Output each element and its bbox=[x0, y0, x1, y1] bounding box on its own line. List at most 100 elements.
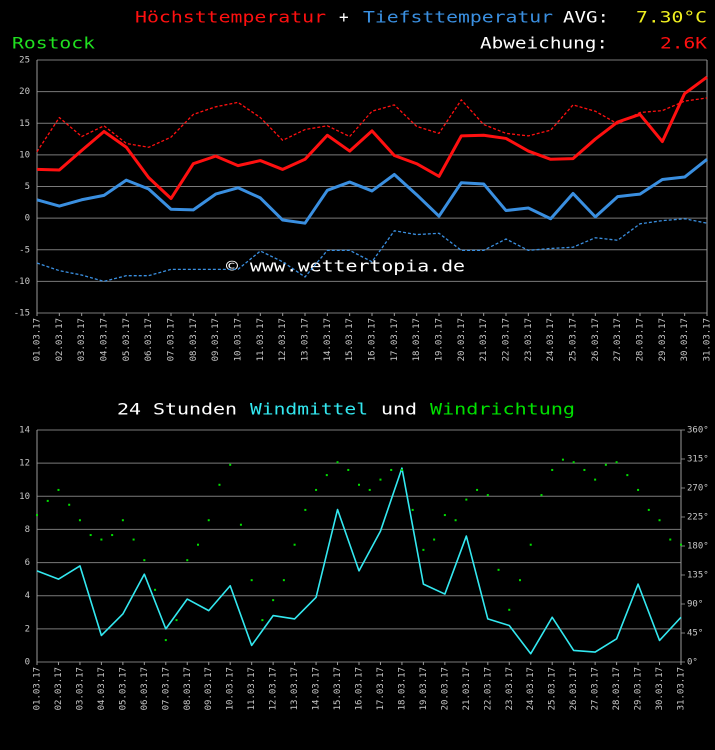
direction-dot bbox=[121, 519, 124, 522]
series-line bbox=[36, 75, 708, 201]
direction-dot bbox=[186, 559, 189, 562]
direction-dot bbox=[594, 478, 597, 481]
y-tick-label: 25 bbox=[19, 56, 30, 66]
direction-dot bbox=[261, 619, 264, 622]
x-tick-label: 05.03.17 bbox=[122, 318, 132, 361]
direction-dot bbox=[443, 514, 446, 517]
y2-tick-label: 180° bbox=[687, 542, 709, 552]
x-tick-label: 05.03.17 bbox=[118, 667, 128, 710]
x-tick-label: 27.03.17 bbox=[591, 667, 601, 710]
x-tick-label: 15.03.17 bbox=[345, 318, 355, 361]
legend-direction: Windrichtung bbox=[430, 400, 575, 419]
direction-dot bbox=[615, 461, 618, 464]
y-tick-label: 2 bbox=[25, 624, 30, 634]
y-tick-label: 0 bbox=[25, 658, 30, 668]
x-tick-label: 13.03.17 bbox=[290, 667, 300, 710]
x-tick-label: 29.03.17 bbox=[634, 667, 644, 710]
deviation-value: 2.6K bbox=[660, 34, 707, 53]
direction-dot bbox=[68, 503, 71, 506]
direction-dot bbox=[368, 488, 371, 491]
direction-dot bbox=[347, 468, 350, 471]
direction-dot bbox=[626, 474, 629, 477]
deviation-label: Abweichung: bbox=[480, 34, 608, 53]
direction-dot bbox=[379, 478, 382, 481]
y-tick-label: 4 bbox=[25, 591, 30, 601]
direction-dot bbox=[529, 543, 532, 546]
direction-dot bbox=[390, 468, 393, 471]
direction-dot bbox=[519, 579, 521, 582]
direction-dot bbox=[540, 494, 543, 497]
direction-dot bbox=[497, 568, 500, 571]
x-tick-label: 16.03.17 bbox=[355, 667, 365, 710]
direction-dot bbox=[250, 579, 253, 582]
x-tick-label: 30.03.17 bbox=[680, 318, 690, 361]
x-tick-label: 07.03.17 bbox=[167, 318, 177, 361]
x-tick-label: 26.03.17 bbox=[591, 318, 601, 361]
y2-tick-label: 90° bbox=[687, 600, 703, 610]
direction-dot bbox=[132, 538, 135, 541]
y2-tick-label: 270° bbox=[687, 484, 709, 494]
direction-dot bbox=[647, 508, 650, 511]
x-tick-label: 29.03.17 bbox=[658, 318, 668, 361]
chart-title: 24 Stunden bbox=[117, 400, 237, 419]
y-tick-label: 14 bbox=[19, 426, 30, 436]
x-tick-label: 10.03.17 bbox=[226, 667, 236, 710]
x-tick-label: 06.03.17 bbox=[140, 667, 150, 710]
x-tick-label: 11.03.17 bbox=[256, 318, 266, 361]
x-tick-label: 04.03.17 bbox=[97, 667, 107, 710]
reference-line bbox=[36, 218, 708, 283]
y-tick-label: -5 bbox=[19, 245, 30, 255]
direction-dot bbox=[669, 538, 672, 541]
x-tick-label: 24.03.17 bbox=[546, 318, 556, 361]
x-tick-label: 22.03.17 bbox=[502, 318, 512, 361]
x-tick-label: 22.03.17 bbox=[483, 667, 493, 710]
x-tick-label: 18.03.17 bbox=[412, 318, 422, 361]
y-tick-label: 0 bbox=[25, 214, 30, 224]
x-tick-label: 30.03.17 bbox=[655, 667, 665, 710]
x-tick-label: 23.03.17 bbox=[505, 667, 515, 710]
y-tick-label: 10 bbox=[19, 492, 30, 502]
x-tick-label: 17.03.17 bbox=[376, 667, 386, 710]
direction-dot bbox=[218, 483, 221, 486]
x-tick-label: 28.03.17 bbox=[612, 667, 622, 710]
direction-dot bbox=[551, 468, 554, 471]
x-tick-label: 14.03.17 bbox=[312, 667, 322, 710]
direction-dot bbox=[229, 463, 232, 466]
x-tick-label: 15.03.17 bbox=[333, 667, 343, 710]
direction-dot bbox=[143, 559, 146, 562]
direction-dot bbox=[46, 499, 49, 502]
x-tick-label: 01.03.17 bbox=[33, 667, 43, 710]
avg-value: 7.30°C bbox=[636, 8, 707, 27]
header-plus: + bbox=[339, 8, 349, 27]
station: Rostock bbox=[12, 34, 95, 53]
x-tick-label: 16.03.17 bbox=[368, 318, 378, 361]
direction-dot bbox=[336, 461, 339, 464]
x-tick-label: 07.03.17 bbox=[161, 667, 171, 710]
direction-dot bbox=[508, 608, 511, 611]
x-tick-label: 25.03.17 bbox=[548, 667, 558, 710]
direction-dot bbox=[400, 468, 403, 471]
x-tick-label: 11.03.17 bbox=[247, 667, 257, 710]
direction-dot bbox=[111, 534, 114, 537]
x-tick-label: 21.03.17 bbox=[479, 318, 489, 361]
direction-dot bbox=[572, 461, 575, 464]
direction-dot bbox=[78, 519, 81, 522]
x-tick-label: 26.03.17 bbox=[569, 667, 579, 710]
direction-dot bbox=[272, 599, 275, 602]
x-tick-label: 19.03.17 bbox=[435, 318, 445, 361]
x-tick-label: 04.03.17 bbox=[100, 318, 110, 361]
chart-title: und bbox=[381, 400, 417, 419]
x-tick-label: 24.03.17 bbox=[526, 667, 536, 710]
x-tick-label: 20.03.17 bbox=[440, 667, 450, 710]
direction-dot bbox=[315, 488, 318, 491]
direction-dot bbox=[411, 508, 414, 511]
direction-dot bbox=[658, 519, 661, 522]
legend-wind: Windmittel bbox=[250, 400, 368, 419]
direction-dot bbox=[304, 508, 307, 511]
series-line bbox=[36, 158, 708, 225]
direction-dot bbox=[282, 579, 285, 582]
direction-dot bbox=[422, 548, 425, 551]
x-tick-label: 25.03.17 bbox=[569, 318, 579, 361]
direction-dot bbox=[89, 534, 92, 537]
